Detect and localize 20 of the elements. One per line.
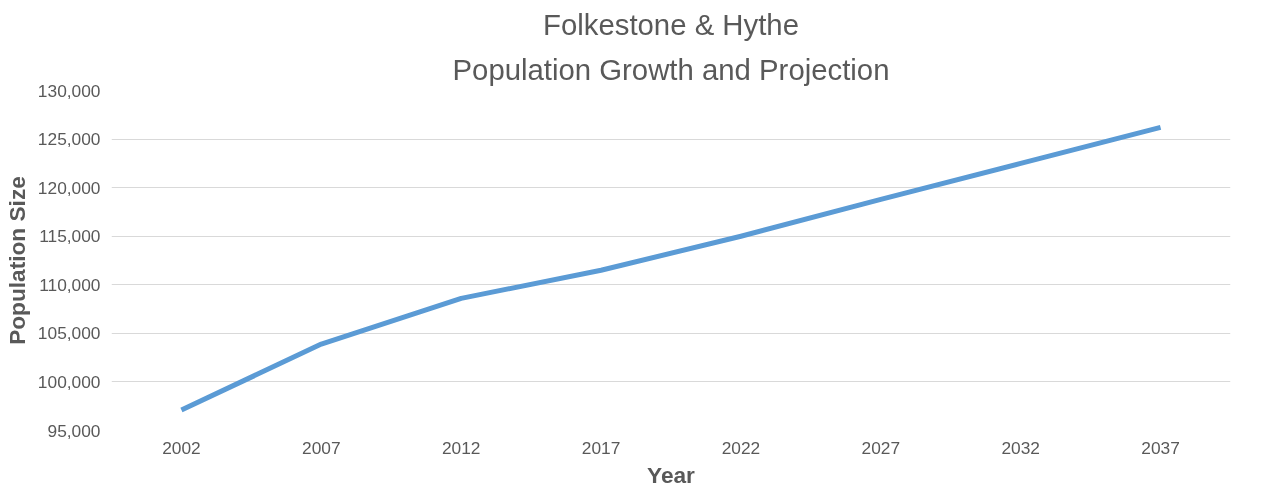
y-axis-title: Population Size xyxy=(3,176,30,345)
y-tick-label: 100,000 xyxy=(37,371,101,392)
chart-title: Folkestone & Hythe xyxy=(543,7,799,41)
y-tick-label: 115,000 xyxy=(39,226,101,247)
y-tick-label: 130,000 xyxy=(37,80,101,101)
y-tick-label: 125,000 xyxy=(37,129,101,150)
x-axis-title: Year xyxy=(647,461,696,488)
x-tick-label: 2022 xyxy=(721,437,761,458)
y-tick-label: 95,000 xyxy=(47,420,101,441)
y-tick-label: 110,000 xyxy=(39,274,101,295)
x-tick-label: 2012 xyxy=(441,437,481,458)
y-tick-label: 105,000 xyxy=(37,323,101,344)
x-tick-label: 2017 xyxy=(581,437,621,458)
x-tick-label: 2007 xyxy=(302,437,341,458)
y-tick-label: 120,000 xyxy=(37,177,101,198)
chart-subtitle: Population Growth and Projection xyxy=(452,52,890,86)
x-tick-label: 2027 xyxy=(861,437,901,458)
x-tick-label: 2032 xyxy=(1001,437,1040,458)
x-tick-label: 2037 xyxy=(1141,437,1180,458)
x-tick-label: 2002 xyxy=(162,437,201,458)
